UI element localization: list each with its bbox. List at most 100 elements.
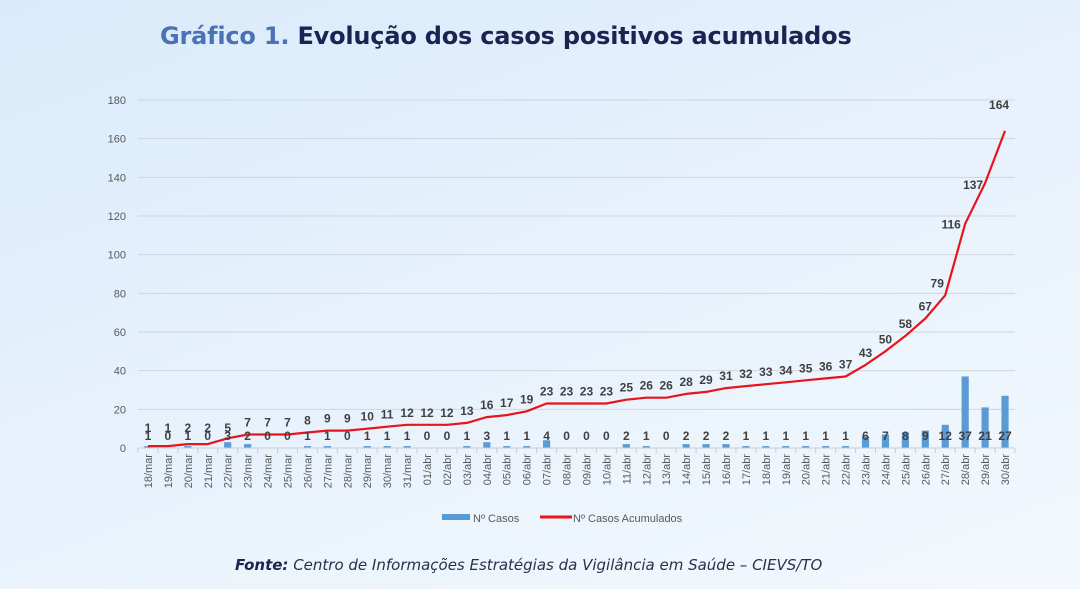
line-value-label: 32 (739, 367, 753, 381)
x-axis: 18/mar 19/mar 20/mar 21/mar 22/mar 23/mar 24/m… (137, 447, 1016, 489)
y-tick-label: 120 (108, 211, 126, 223)
line-value-label: 137 (963, 178, 983, 192)
x-tick-label: 19/mar (163, 454, 175, 489)
line-value-label: 8 (304, 414, 311, 428)
x-tick-label: 25/mar (282, 454, 294, 489)
y-tick-label: 180 (108, 95, 126, 107)
bar-value-label: 1 (523, 429, 530, 443)
line-value-label: 17 (500, 396, 514, 410)
bar (762, 446, 770, 448)
line-value-label: 7 (244, 415, 251, 429)
line-value-label: 26 (660, 379, 674, 393)
bar-value-label: 1 (304, 429, 311, 443)
bar-value-label: 37 (958, 429, 972, 443)
cumulative-line (148, 130, 1007, 448)
line-value-label: 5 (224, 421, 231, 435)
x-tick-label: 25/abr (900, 454, 912, 486)
bar (244, 444, 252, 448)
line-value-label: 12 (400, 406, 414, 420)
x-tick-label: 15/abr (701, 454, 713, 486)
x-tick-label: 16/abr (721, 454, 733, 486)
line-value-label: 116 (941, 218, 961, 232)
line-value-label: 19 (520, 392, 534, 406)
bar (722, 444, 730, 448)
x-tick-label: 28/abr (960, 454, 972, 486)
bar-value-label: 2 (623, 429, 630, 443)
line-value-label: 23 (560, 385, 574, 399)
bar-value-label: 2 (683, 429, 690, 443)
bar (483, 442, 491, 448)
y-tick-label: 80 (114, 288, 126, 300)
bar (841, 446, 850, 448)
bar (184, 446, 192, 448)
line-value-label: 23 (540, 385, 554, 399)
bar (901, 432, 909, 448)
line-value-label: 33 (759, 365, 773, 379)
x-tick-label: 22/abr (841, 454, 853, 486)
bar (861, 436, 870, 448)
bar-value-label: 3 (483, 429, 490, 443)
bar-value-label: 0 (344, 429, 351, 443)
line-value-label: 13 (460, 404, 474, 418)
source-note: Fonte: Centro de Informações Estratégias… (235, 556, 822, 574)
x-tick-label: 23/abr (861, 454, 873, 486)
x-tick-label: 26/abr (920, 454, 932, 486)
bar-value-label: 1 (384, 429, 391, 443)
line-value-label: 26 (640, 379, 654, 393)
bar-value-label: 0 (204, 429, 211, 443)
line-value-label: 1 (165, 421, 172, 435)
bar (463, 446, 471, 448)
line-value-label: 23 (600, 385, 614, 399)
line-value-label: 12 (440, 406, 454, 420)
line-value-label: 10 (361, 410, 375, 424)
y-axis-ticks: 0 20 40 60 80 100 120 140 160 180 (108, 95, 126, 455)
bar-value-label: 27 (998, 429, 1012, 443)
x-tick-label: 29/mar (362, 454, 374, 489)
bar (822, 446, 830, 448)
bar-value-label: 3 (224, 429, 231, 443)
line-value-label: 16 (480, 398, 494, 412)
bar-value-label: 1 (145, 429, 152, 443)
chart-title-number: Gráfico 1. (160, 22, 290, 50)
line-value-label: 1 (145, 421, 152, 435)
bar-value-label: 8 (902, 429, 909, 443)
x-tick-label: 17/abr (741, 454, 753, 486)
bar (144, 446, 152, 448)
bar (802, 446, 810, 448)
bar (682, 444, 690, 448)
bar-value-label: 2 (723, 429, 730, 443)
bar (503, 446, 511, 448)
bar (323, 446, 331, 448)
x-tick-label: 20/mar (183, 454, 195, 489)
bar-value-label: 12 (939, 429, 953, 443)
bar-value-label: 1 (763, 429, 770, 443)
x-tick-label: 24/mar (263, 454, 275, 489)
x-tick-label: 23/mar (243, 454, 255, 489)
bar (642, 446, 650, 448)
x-tick-label: 29/abr (980, 454, 992, 486)
x-tick-label: 22/mar (223, 454, 235, 489)
bar-value-label: 1 (324, 429, 331, 443)
bar-value-label: 0 (444, 429, 451, 443)
y-tick-label: 100 (108, 250, 126, 262)
x-tick-label: 19/abr (781, 454, 793, 486)
x-tick-label: 04/abr (482, 454, 494, 486)
x-tick-label: 03/abr (462, 454, 474, 486)
x-tick-label: 27/abr (940, 454, 952, 486)
x-tick-label: 28/mar (342, 454, 354, 489)
x-tick-label: 02/abr (442, 454, 454, 486)
y-tick-label: 60 (114, 327, 126, 339)
x-tick-label: 08/abr (562, 454, 574, 486)
bar-value-label: 0 (165, 429, 172, 443)
line-value-label: 29 (699, 373, 713, 387)
x-tick-label: 06/abr (522, 454, 534, 486)
line-value-label: 9 (344, 412, 351, 426)
bar (881, 434, 890, 448)
line-value-label: 164 (989, 98, 1009, 112)
bar (1001, 395, 1009, 448)
source-text: Centro de Informações Estratégias da Vig… (293, 556, 823, 574)
line-value-label: 67 (919, 299, 933, 313)
x-tick-label: 11/abr (621, 454, 633, 485)
line-value-label: 9 (324, 412, 331, 426)
